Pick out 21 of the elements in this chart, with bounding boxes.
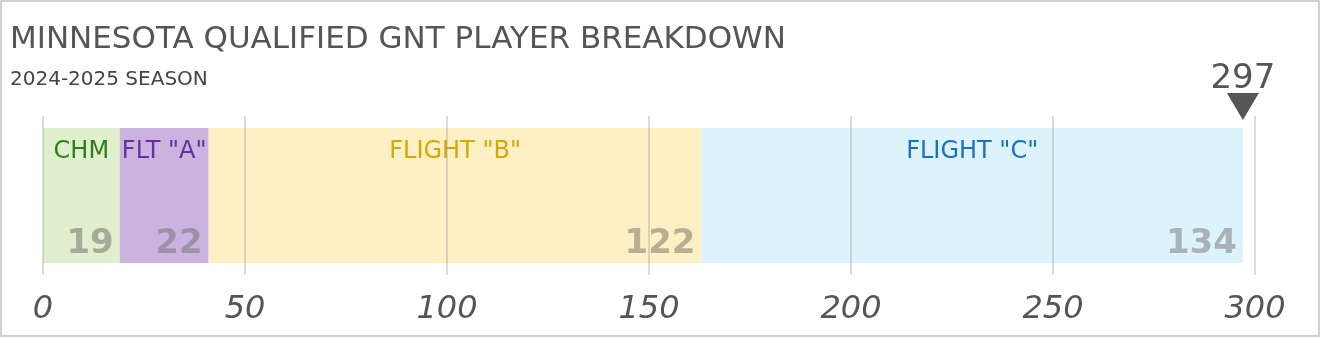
series-label: CHM	[53, 136, 110, 164]
series-label: FLIGHT "B"	[389, 136, 521, 164]
bar	[208, 128, 702, 263]
data-label: 122	[624, 221, 696, 261]
bar	[701, 128, 1243, 263]
bar	[43, 128, 120, 263]
bar	[119, 128, 209, 263]
text: 297	[1210, 56, 1276, 96]
x-tick-label: 250	[1022, 288, 1084, 326]
x-tick-label: 150	[618, 288, 680, 326]
series-label: FLIGHT "C"	[906, 136, 1039, 164]
x-tick-label: 300	[1224, 288, 1286, 326]
x-tick-label: 100	[416, 288, 478, 326]
x-tick-label: 200	[820, 288, 882, 326]
x-tick-label: 0	[32, 288, 54, 326]
data-label: 134	[1165, 221, 1237, 261]
series-label: FLT "A"	[121, 136, 207, 164]
x-tick-label: 50	[224, 288, 266, 326]
chart-subtitle: 2024-2025 SEASON	[10, 66, 208, 90]
chart-title: MINNESOTA QUALIFIED GNT PLAYER BREAKDOWN	[10, 19, 786, 55]
data-label: 19	[66, 221, 114, 261]
